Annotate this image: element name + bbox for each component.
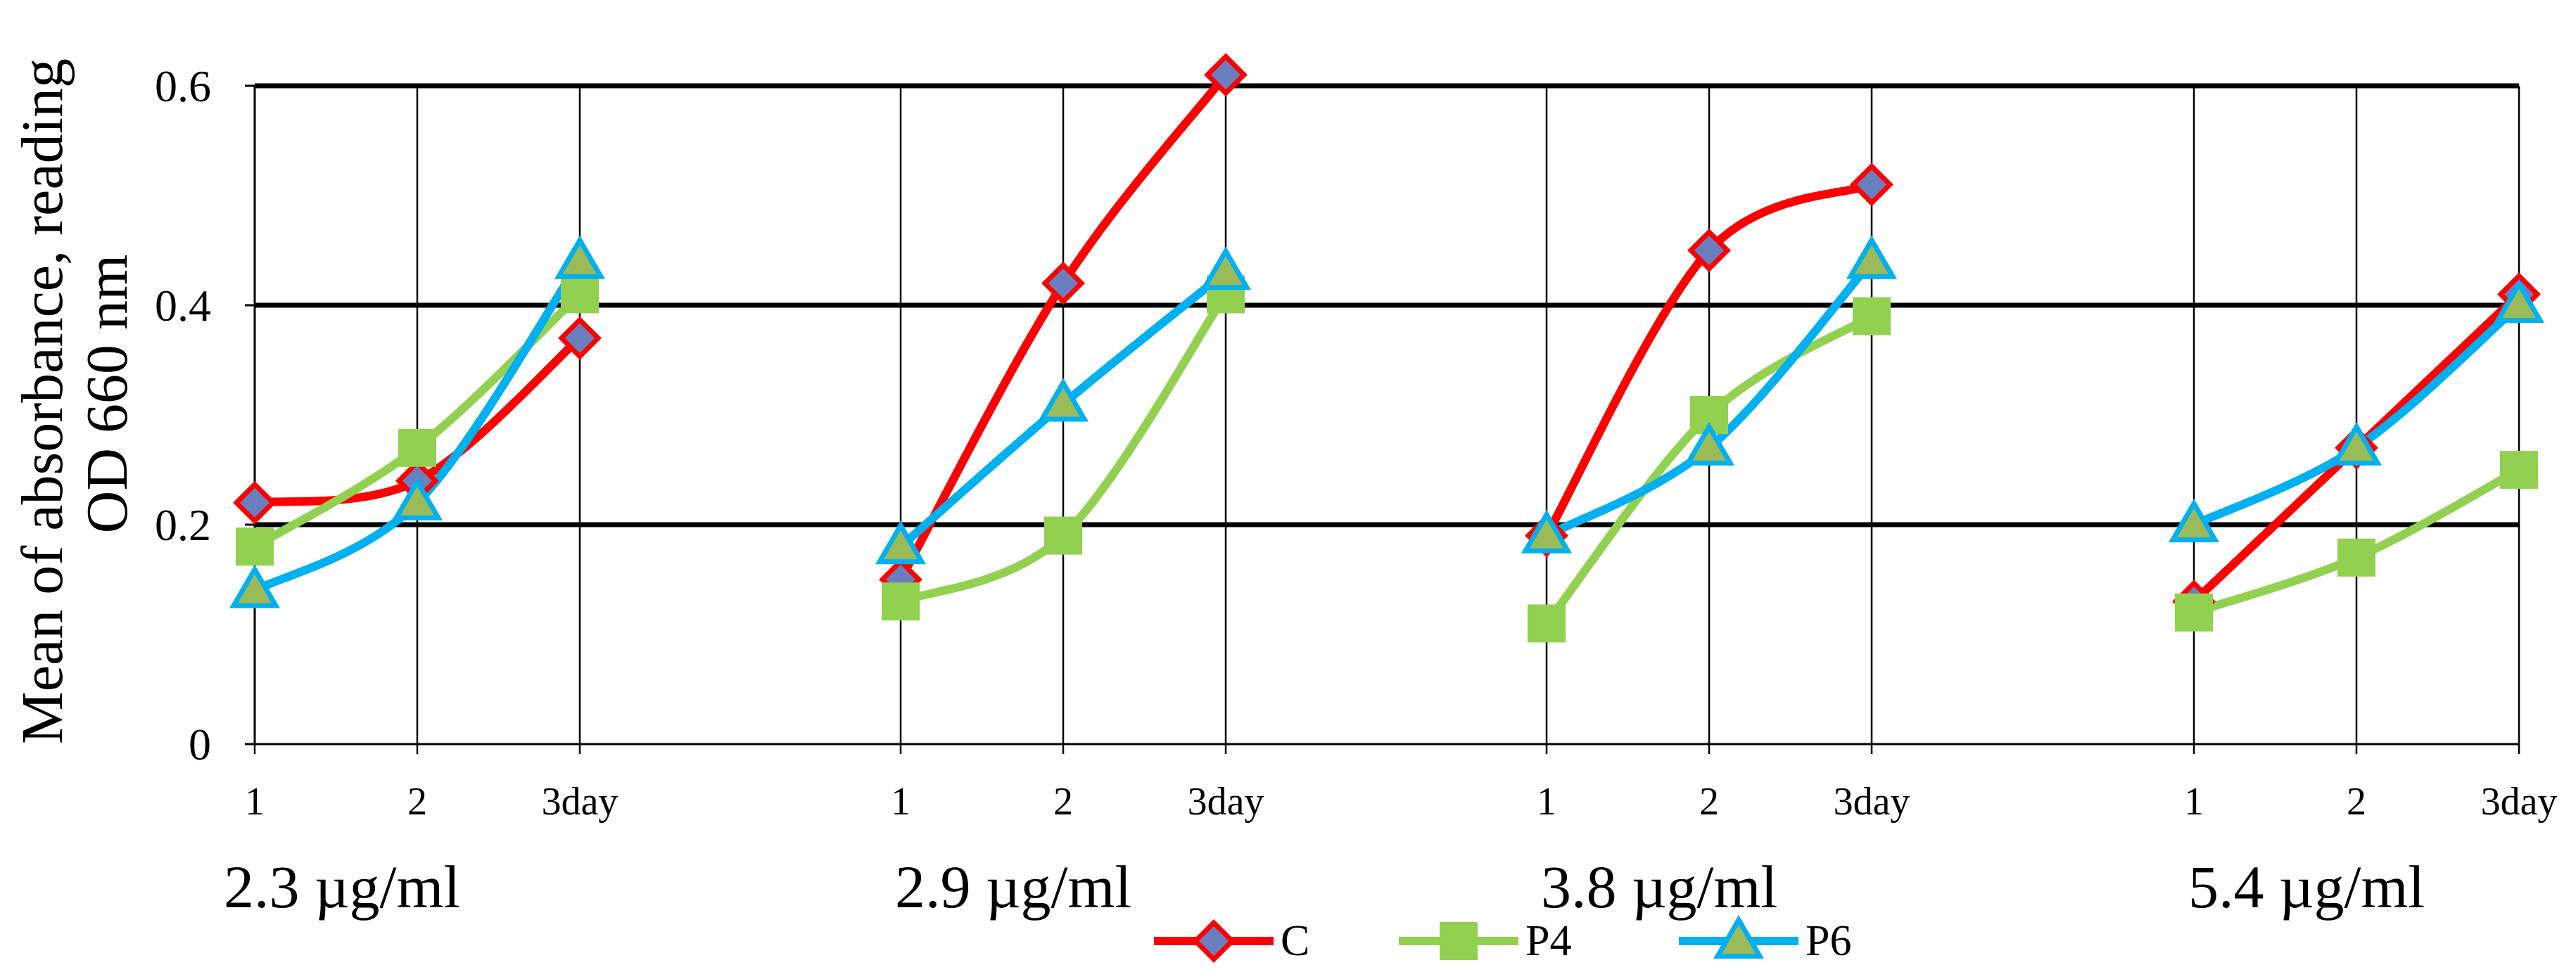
series-layer <box>229 53 2545 643</box>
data-point-p6 <box>1037 378 1089 422</box>
data-point-p6 <box>1846 235 1898 279</box>
data-point-p6 <box>554 235 606 279</box>
legend-label-c: C <box>1281 917 1309 965</box>
x-tick-label: 1 <box>2184 780 2204 824</box>
y-tick-label: 0 <box>189 719 211 769</box>
data-point-p6 <box>1200 246 1252 290</box>
x-axis-ticks: 1 2 3day 1 2 3day 1 2 3day 1 2 3day <box>245 780 2557 824</box>
x-tick-label: 1 <box>1537 780 1556 824</box>
legend-marker-p4 <box>1440 922 1478 960</box>
x-tick-label: 3day <box>1188 780 1264 824</box>
legend: C P4 P6 <box>1154 915 1851 965</box>
y-tick-label: 0.4 <box>155 281 211 331</box>
data-point-p6 <box>875 520 927 565</box>
plot-grid <box>245 83 2520 754</box>
legend-marker-p6 <box>1713 915 1765 959</box>
data-point-p4 <box>882 582 920 621</box>
data-point-c <box>1687 229 1731 272</box>
x-tick-label: 1 <box>891 780 911 824</box>
data-point-p6 <box>2493 279 2545 324</box>
data-point-p4 <box>1853 297 1891 335</box>
data-point-p6 <box>1521 509 1573 554</box>
data-point-c <box>1850 162 1893 207</box>
data-point-p4 <box>561 275 599 314</box>
x-tick-label: 2 <box>1699 780 1719 824</box>
data-point-p4 <box>2337 538 2375 577</box>
data-point-p6 <box>2168 499 2220 543</box>
legend-label-p4: P4 <box>1525 917 1571 965</box>
x-tick-label: 3day <box>2481 780 2558 824</box>
group-label: 2.9 µg/ml <box>895 853 1131 921</box>
y-axis-title: Mean of absorbance, reading OD 660 nm <box>10 44 140 744</box>
data-point-p4 <box>1528 604 1566 643</box>
group-labels: 2.3 µg/ml 2.9 µg/ml 3.8 µg/ml 5.4 µg/ml <box>224 853 2425 921</box>
legend-label-p6: P6 <box>1806 917 1851 965</box>
y-tick-label: 0.6 <box>155 61 211 111</box>
x-tick-label: 2 <box>2347 780 2366 824</box>
data-point-p4 <box>1044 516 1082 555</box>
data-point-c <box>1204 53 1248 97</box>
x-tick-label: 2 <box>407 780 427 824</box>
group-label: 3.8 µg/ml <box>1541 853 1777 921</box>
group-label: 5.4 µg/ml <box>2188 853 2425 921</box>
data-point-p6 <box>391 476 443 520</box>
data-point-c <box>1041 261 1085 305</box>
data-point-p6 <box>1683 421 1735 466</box>
data-point-c <box>558 316 602 360</box>
y-tick-label: 0.2 <box>155 500 211 550</box>
x-tick-label: 2 <box>1053 780 1073 824</box>
x-tick-label: 1 <box>245 780 265 824</box>
y-axis-ticks: 0 0.2 0.4 0.6 <box>155 61 211 769</box>
group-label: 2.3 µg/ml <box>224 853 460 921</box>
data-point-c <box>233 480 277 525</box>
legend-marker-c <box>1192 919 1236 963</box>
data-point-p4 <box>2500 451 2538 489</box>
data-point-p6 <box>2330 421 2383 466</box>
data-point-p4 <box>2175 593 2213 632</box>
x-tick-label: 3day <box>542 780 618 824</box>
x-tick-label: 3day <box>1834 780 1910 824</box>
data-point-p4 <box>236 527 274 566</box>
data-point-p6 <box>229 564 281 608</box>
data-point-p4 <box>398 428 436 467</box>
series-line-c <box>1542 180 1876 540</box>
